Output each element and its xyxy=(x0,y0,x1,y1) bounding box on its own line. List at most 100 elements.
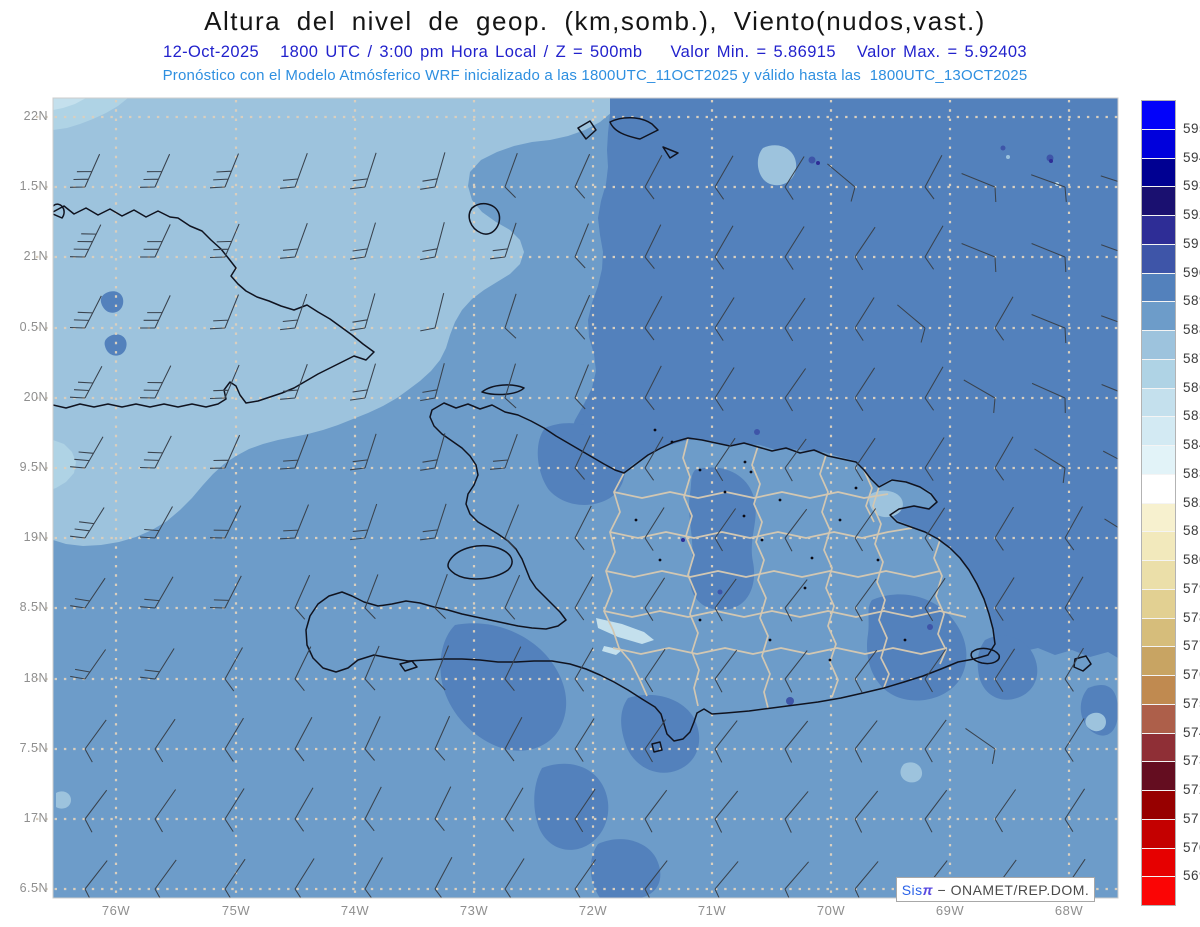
colorbar-segment xyxy=(1142,388,1175,418)
page-title: Altura del nivel de geop. (km,somb.), Vi… xyxy=(204,6,986,36)
wind-barb xyxy=(364,716,381,761)
wind-barb xyxy=(504,858,525,898)
colorbar-tick-label: 5900 xyxy=(1183,264,1200,280)
wind-barb xyxy=(224,788,245,832)
colorbar-tick-label: 5760 xyxy=(1183,667,1200,682)
wind-barb xyxy=(924,649,947,693)
wind-barb xyxy=(574,294,591,340)
wind-barb xyxy=(854,367,876,411)
wind-barb xyxy=(924,437,945,481)
wind-barb xyxy=(644,719,667,763)
colorbar-tick-label: 5890 xyxy=(1183,293,1200,309)
wind-barb xyxy=(924,366,944,411)
wind-barb xyxy=(1034,448,1066,483)
lat-tick-label: 20N xyxy=(23,390,48,404)
wind-barbs-layer xyxy=(69,152,1118,898)
wind-barb xyxy=(420,363,445,402)
wind-barb xyxy=(714,578,737,622)
wind-barb xyxy=(224,647,243,692)
wind-barb xyxy=(504,293,517,339)
colorbar-segment xyxy=(1142,273,1175,303)
wind-barb xyxy=(280,293,308,331)
wind-barb xyxy=(504,787,524,832)
lat-tick-label: 19N xyxy=(23,530,48,544)
wind-barb xyxy=(69,295,102,329)
colorbar-tick-label: 5810 xyxy=(1183,523,1200,539)
wind-barb xyxy=(994,789,1017,833)
watermark-sis: Sis xyxy=(901,881,923,898)
wind-barb xyxy=(784,720,809,763)
wind-barb xyxy=(84,719,107,763)
colorbar-tick-label: 5720 xyxy=(1183,782,1200,797)
wind-barb xyxy=(994,577,1015,621)
wind-barb xyxy=(1031,174,1067,202)
wind-barb xyxy=(854,720,878,763)
colorbar-tick-label: 5920 xyxy=(1183,207,1200,222)
province-borders-layer xyxy=(603,437,967,709)
colorbar-segment xyxy=(1142,532,1175,561)
watermark-pi-icon: π xyxy=(922,881,934,898)
wind-barb xyxy=(714,861,739,898)
wind-barb xyxy=(1064,506,1083,551)
lat-tick-label: 9.5N xyxy=(19,460,48,474)
colorbar-tick-label: 5750 xyxy=(1183,695,1200,711)
cuba-coast xyxy=(53,203,375,409)
beata-island xyxy=(651,741,663,753)
wind-barb xyxy=(854,226,876,271)
colorbar-tick-label: 5850 xyxy=(1183,408,1200,424)
wind-barb xyxy=(434,856,453,898)
wind-barb xyxy=(574,718,595,762)
colorbar-segment xyxy=(1142,589,1175,619)
wind-barb xyxy=(994,436,1014,481)
wind-barb xyxy=(994,506,1014,551)
wind-barb xyxy=(714,367,735,411)
colorbar-segment xyxy=(1142,503,1175,533)
colorbar-segment xyxy=(1142,331,1175,360)
wind-barb xyxy=(827,163,856,202)
wind-barb xyxy=(434,786,452,832)
wind-barb xyxy=(1102,450,1118,460)
wind-barb xyxy=(294,646,312,692)
wind-barb xyxy=(209,575,242,609)
colorbar-tick-label: 5950 xyxy=(1183,120,1200,136)
wind-barb xyxy=(854,297,875,341)
wind-barb xyxy=(364,786,382,832)
wind-barb xyxy=(294,574,311,620)
wind-barb xyxy=(504,153,518,198)
wind-barb xyxy=(994,648,1016,692)
colorbar-tick-label: 5730 xyxy=(1183,753,1200,769)
colorbar-tick-label: 5780 xyxy=(1183,609,1200,625)
lon-tick-label: 73W xyxy=(459,903,489,918)
wind-barb xyxy=(574,788,596,833)
wind-barb xyxy=(644,507,665,551)
colorbar-segment xyxy=(1142,618,1175,648)
lat-tick-label: 6.5N xyxy=(19,881,48,895)
wind-barb xyxy=(139,506,173,539)
wind-barb xyxy=(897,304,926,343)
wind-barb xyxy=(140,648,175,680)
colorbar-segment xyxy=(1142,647,1175,676)
wind-barb xyxy=(854,649,878,693)
colorbar-segment xyxy=(1142,187,1175,216)
wind-barb xyxy=(924,577,946,622)
wind-barb xyxy=(279,504,309,540)
colorbar-segment xyxy=(1142,848,1175,878)
wind-barb xyxy=(961,243,997,273)
wind-barb xyxy=(714,225,734,270)
wind-barb xyxy=(154,718,176,763)
wind-barb xyxy=(574,435,591,480)
wind-barb xyxy=(1064,647,1084,692)
tortuga-island xyxy=(481,384,525,396)
graticule-layer xyxy=(36,100,1118,896)
wind-barb xyxy=(209,505,242,539)
wind-barb xyxy=(854,578,877,622)
wind-barb xyxy=(224,717,244,762)
wind-barb xyxy=(644,365,662,411)
wind-barb xyxy=(69,153,101,188)
wind-barb xyxy=(784,297,806,342)
valid-time-and-minmax: 12-Oct-2025 1800 UTC / 3:00 pm Hora Loca… xyxy=(163,43,1027,61)
wind-barb xyxy=(209,434,241,469)
wind-barb xyxy=(784,508,808,552)
wind-barb xyxy=(574,223,589,269)
